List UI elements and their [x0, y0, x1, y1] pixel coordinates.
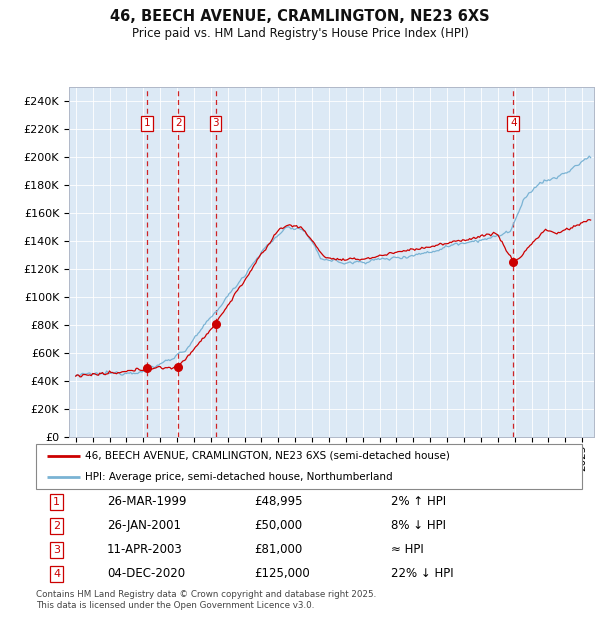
Text: Contains HM Land Registry data © Crown copyright and database right 2025.
This d: Contains HM Land Registry data © Crown c…: [36, 590, 376, 609]
Text: £125,000: £125,000: [254, 567, 310, 580]
Text: HPI: Average price, semi-detached house, Northumberland: HPI: Average price, semi-detached house,…: [85, 471, 393, 482]
Text: £81,000: £81,000: [254, 543, 302, 556]
Text: Price paid vs. HM Land Registry's House Price Index (HPI): Price paid vs. HM Land Registry's House …: [131, 27, 469, 40]
Text: 46, BEECH AVENUE, CRAMLINGTON, NE23 6XS: 46, BEECH AVENUE, CRAMLINGTON, NE23 6XS: [110, 9, 490, 24]
Text: 4: 4: [510, 118, 517, 128]
Text: 3: 3: [53, 545, 60, 555]
Text: ≈ HPI: ≈ HPI: [391, 543, 424, 556]
Text: 46, BEECH AVENUE, CRAMLINGTON, NE23 6XS (semi-detached house): 46, BEECH AVENUE, CRAMLINGTON, NE23 6XS …: [85, 451, 450, 461]
Text: 1: 1: [53, 497, 60, 507]
Text: 22% ↓ HPI: 22% ↓ HPI: [391, 567, 454, 580]
Text: 26-MAR-1999: 26-MAR-1999: [107, 495, 187, 508]
Text: £50,000: £50,000: [254, 520, 302, 533]
Text: 1: 1: [144, 118, 151, 128]
Text: 2% ↑ HPI: 2% ↑ HPI: [391, 495, 446, 508]
Text: 3: 3: [212, 118, 219, 128]
Text: 11-APR-2003: 11-APR-2003: [107, 543, 183, 556]
FancyBboxPatch shape: [36, 444, 582, 489]
Text: 2: 2: [175, 118, 182, 128]
Text: 2: 2: [53, 521, 61, 531]
Text: 8% ↓ HPI: 8% ↓ HPI: [391, 520, 446, 533]
Text: £48,995: £48,995: [254, 495, 303, 508]
Text: 26-JAN-2001: 26-JAN-2001: [107, 520, 181, 533]
Text: 4: 4: [53, 569, 61, 579]
Text: 04-DEC-2020: 04-DEC-2020: [107, 567, 185, 580]
